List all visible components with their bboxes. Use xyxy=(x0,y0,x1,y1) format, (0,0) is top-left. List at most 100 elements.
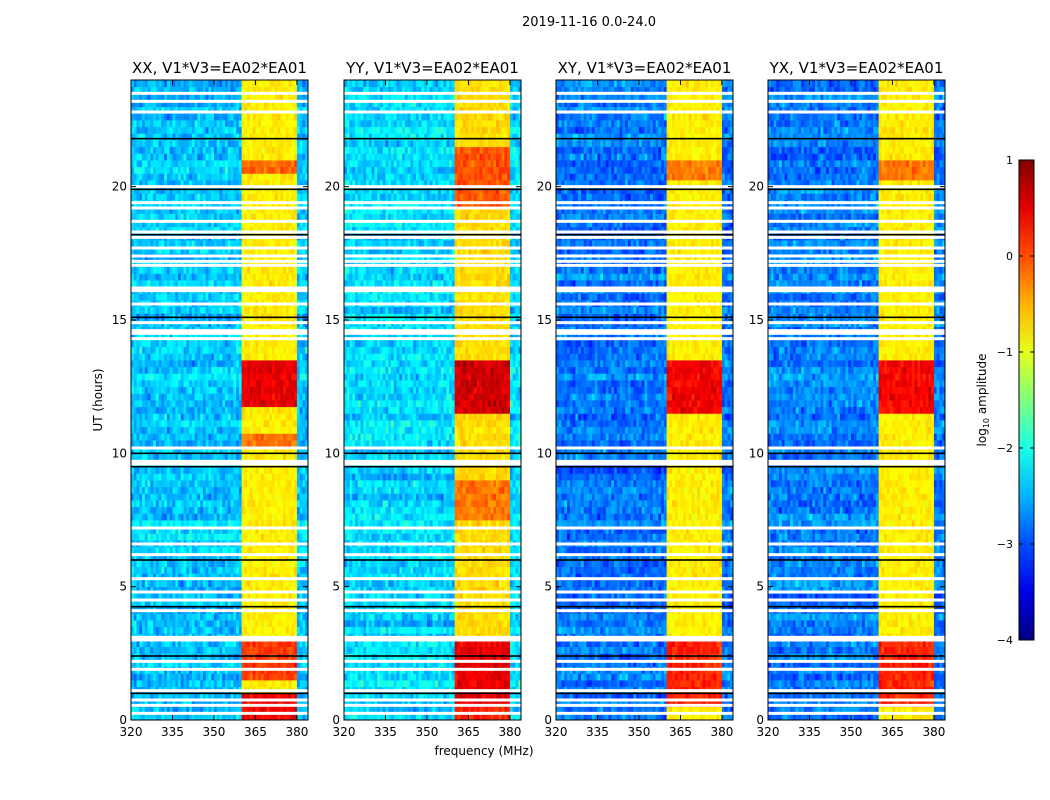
heatmap-cell xyxy=(258,380,262,388)
heatmap-cell xyxy=(205,426,209,434)
heatmap-cell xyxy=(291,440,295,448)
heatmap-cell xyxy=(205,440,209,448)
heatmap-cell xyxy=(285,513,290,521)
heatmap-cell xyxy=(178,566,182,574)
heatmap-cell xyxy=(191,306,196,314)
heatmap-cell xyxy=(133,680,137,688)
heatmap-cell xyxy=(189,693,193,701)
heatmap-cell xyxy=(241,480,245,488)
heatmap-cell xyxy=(260,346,265,354)
heatmap-cell xyxy=(244,333,248,341)
heatmap-cell xyxy=(155,646,160,654)
heatmap-cell xyxy=(144,266,148,274)
heatmap-cell xyxy=(230,646,234,654)
heatmap-cell xyxy=(255,306,259,314)
heatmap-cell xyxy=(202,640,207,648)
heatmap-cell xyxy=(144,646,148,654)
heatmap-cell xyxy=(200,673,204,681)
heatmap-cell xyxy=(133,260,137,268)
heatmap-cell xyxy=(241,613,245,621)
heatmap-cell xyxy=(216,600,220,608)
heatmap-cell xyxy=(241,566,245,574)
heatmap-cell xyxy=(147,573,151,581)
heatmap-cell xyxy=(294,420,298,428)
heatmap-cell xyxy=(299,533,303,541)
heatmap-cell xyxy=(258,566,262,574)
heatmap-cell xyxy=(255,513,259,521)
heatmap-cell xyxy=(183,406,187,414)
heatmap-cell xyxy=(263,440,267,448)
heatmap-cell xyxy=(255,246,259,254)
heatmap-cell xyxy=(183,713,187,721)
heatmap-cell xyxy=(272,306,276,314)
heatmap-cell xyxy=(294,513,298,521)
heatmap-cell xyxy=(178,546,182,554)
heatmap-cell xyxy=(186,553,190,561)
heatmap-cell xyxy=(194,486,198,494)
heatmap-cell xyxy=(202,673,207,681)
heatmap-cell xyxy=(249,580,254,588)
heatmap-cell xyxy=(302,440,306,448)
heatmap-cell xyxy=(164,520,168,528)
heatmap-cell xyxy=(202,340,207,348)
heatmap-cell xyxy=(288,693,292,701)
heatmap-cell xyxy=(164,433,168,441)
heatmap-cell xyxy=(178,386,182,394)
heatmap-cell xyxy=(161,246,165,254)
heatmap-cell xyxy=(291,406,295,414)
heatmap-cell xyxy=(241,240,245,248)
heatmap-cell xyxy=(238,560,243,568)
heatmap-cell xyxy=(136,693,140,701)
heatmap-cell xyxy=(147,213,151,221)
heatmap-cell xyxy=(230,613,234,621)
heatmap-cell xyxy=(219,646,223,654)
heatmap-cell xyxy=(294,613,298,621)
heatmap-cell xyxy=(150,660,154,668)
heatmap-cell xyxy=(164,626,168,634)
heatmap-cell xyxy=(178,673,182,681)
heatmap-cell xyxy=(216,506,220,514)
heatmap-cell xyxy=(280,413,284,421)
heatmap-cell xyxy=(180,406,184,414)
heatmap-cell xyxy=(186,366,190,374)
heatmap-cell xyxy=(277,560,281,568)
heatmap-cell xyxy=(294,480,298,488)
heatmap-cell xyxy=(153,473,157,481)
heatmap-cell xyxy=(202,680,207,688)
heatmap-cell xyxy=(283,260,287,268)
heatmap-cell xyxy=(252,380,256,388)
heatmap-cell xyxy=(194,546,198,554)
heatmap-cell xyxy=(161,680,165,688)
heatmap-cell xyxy=(274,593,278,601)
heatmap-cell xyxy=(197,586,201,594)
heatmap-cell xyxy=(227,373,231,381)
heatmap-cell xyxy=(283,693,287,701)
heatmap-cell xyxy=(131,646,135,654)
heatmap-cell xyxy=(305,366,309,374)
heatmap-cell xyxy=(172,493,176,501)
heatmap-cell xyxy=(263,713,267,721)
heatmap-cell xyxy=(211,713,215,721)
heatmap-cell xyxy=(144,366,148,374)
heatmap-cell xyxy=(139,260,143,268)
heatmap-cell xyxy=(299,380,303,388)
heatmap-cell xyxy=(161,593,165,601)
heatmap-cell xyxy=(169,306,173,314)
heatmap-cell xyxy=(241,406,245,414)
heatmap-cell xyxy=(213,213,218,221)
heatmap-cell xyxy=(186,500,190,508)
heatmap-cell xyxy=(161,420,165,428)
heatmap-cell xyxy=(166,340,171,348)
heatmap-cell xyxy=(183,246,187,254)
heatmap-cell xyxy=(133,240,137,248)
heatmap-cell xyxy=(208,480,212,488)
heatmap-cell xyxy=(244,380,248,388)
heatmap-cell xyxy=(241,280,245,288)
heatmap-cell xyxy=(283,506,287,514)
heatmap-cell xyxy=(200,640,204,648)
heatmap-cell xyxy=(266,453,270,461)
heatmap-cell xyxy=(139,660,143,668)
heatmap-cell xyxy=(291,653,295,661)
heatmap-cell xyxy=(150,506,154,514)
heatmap-cell xyxy=(305,280,309,288)
